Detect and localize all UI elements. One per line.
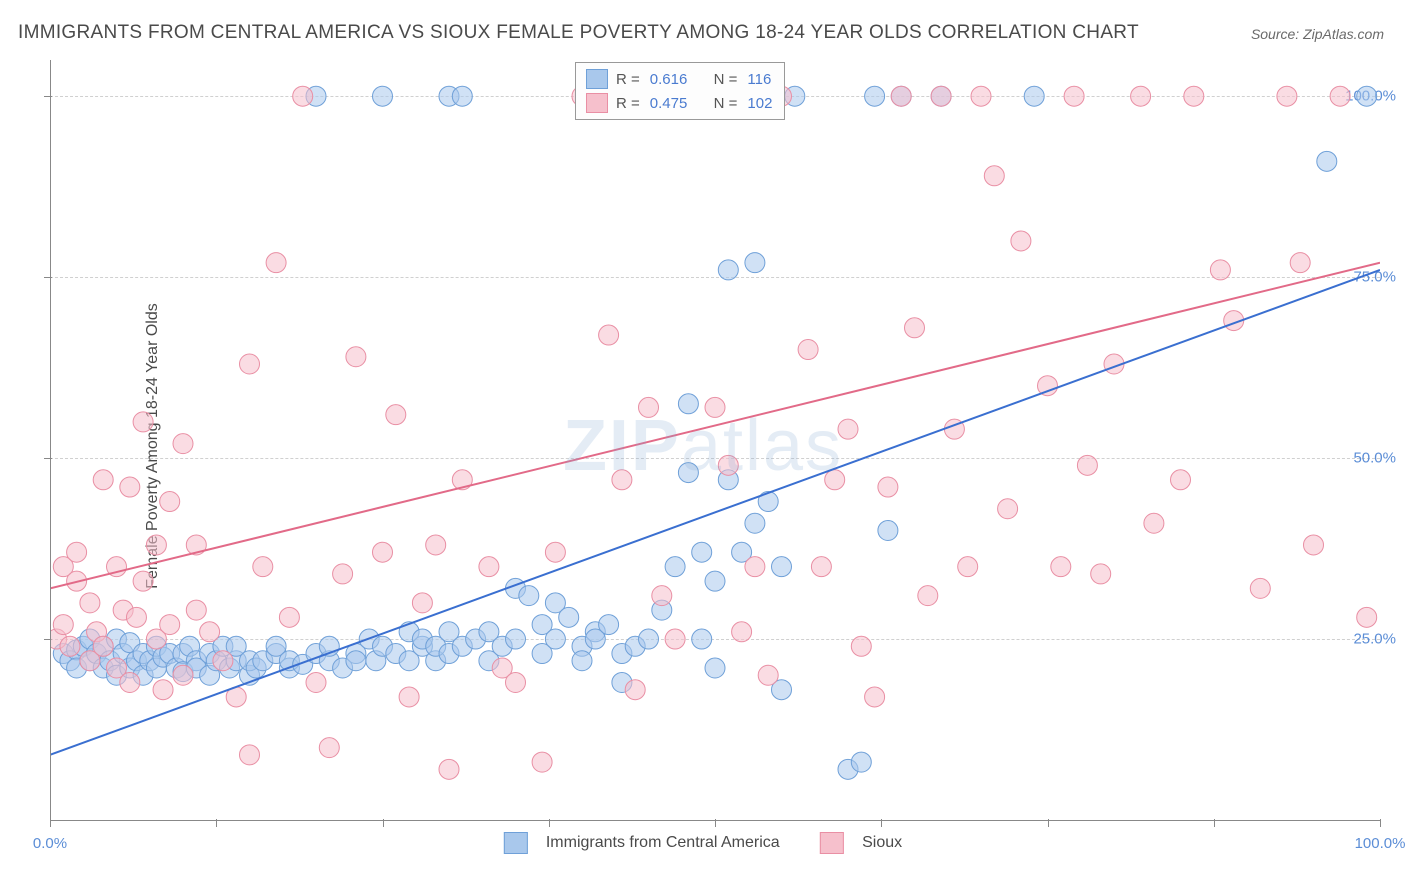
bottom-legend-label-1: Sioux <box>862 834 902 852</box>
swatch-series-0 <box>586 69 608 89</box>
bottom-legend: Immigrants from Central America Sioux <box>504 832 902 854</box>
x-tick-label: 100.0% <box>1355 835 1406 852</box>
stats-legend: R = 0.616 N = 116 R = 0.475 N = 102 <box>575 62 785 120</box>
swatch-series-1 <box>586 93 608 113</box>
chart-axes <box>50 60 1381 821</box>
chart-title: IMMIGRANTS FROM CENTRAL AMERICA VS SIOUX… <box>18 22 1139 44</box>
bottom-swatch-1 <box>820 832 844 854</box>
bottom-swatch-0 <box>504 832 528 854</box>
stats-row-series-0: R = 0.616 N = 116 <box>586 67 774 91</box>
x-tick-label: 0.0% <box>33 835 67 852</box>
bottom-legend-label-0: Immigrants from Central America <box>546 834 780 852</box>
source-attribution: Source: ZipAtlas.com <box>1251 26 1384 42</box>
stats-row-series-1: R = 0.475 N = 102 <box>586 91 774 115</box>
